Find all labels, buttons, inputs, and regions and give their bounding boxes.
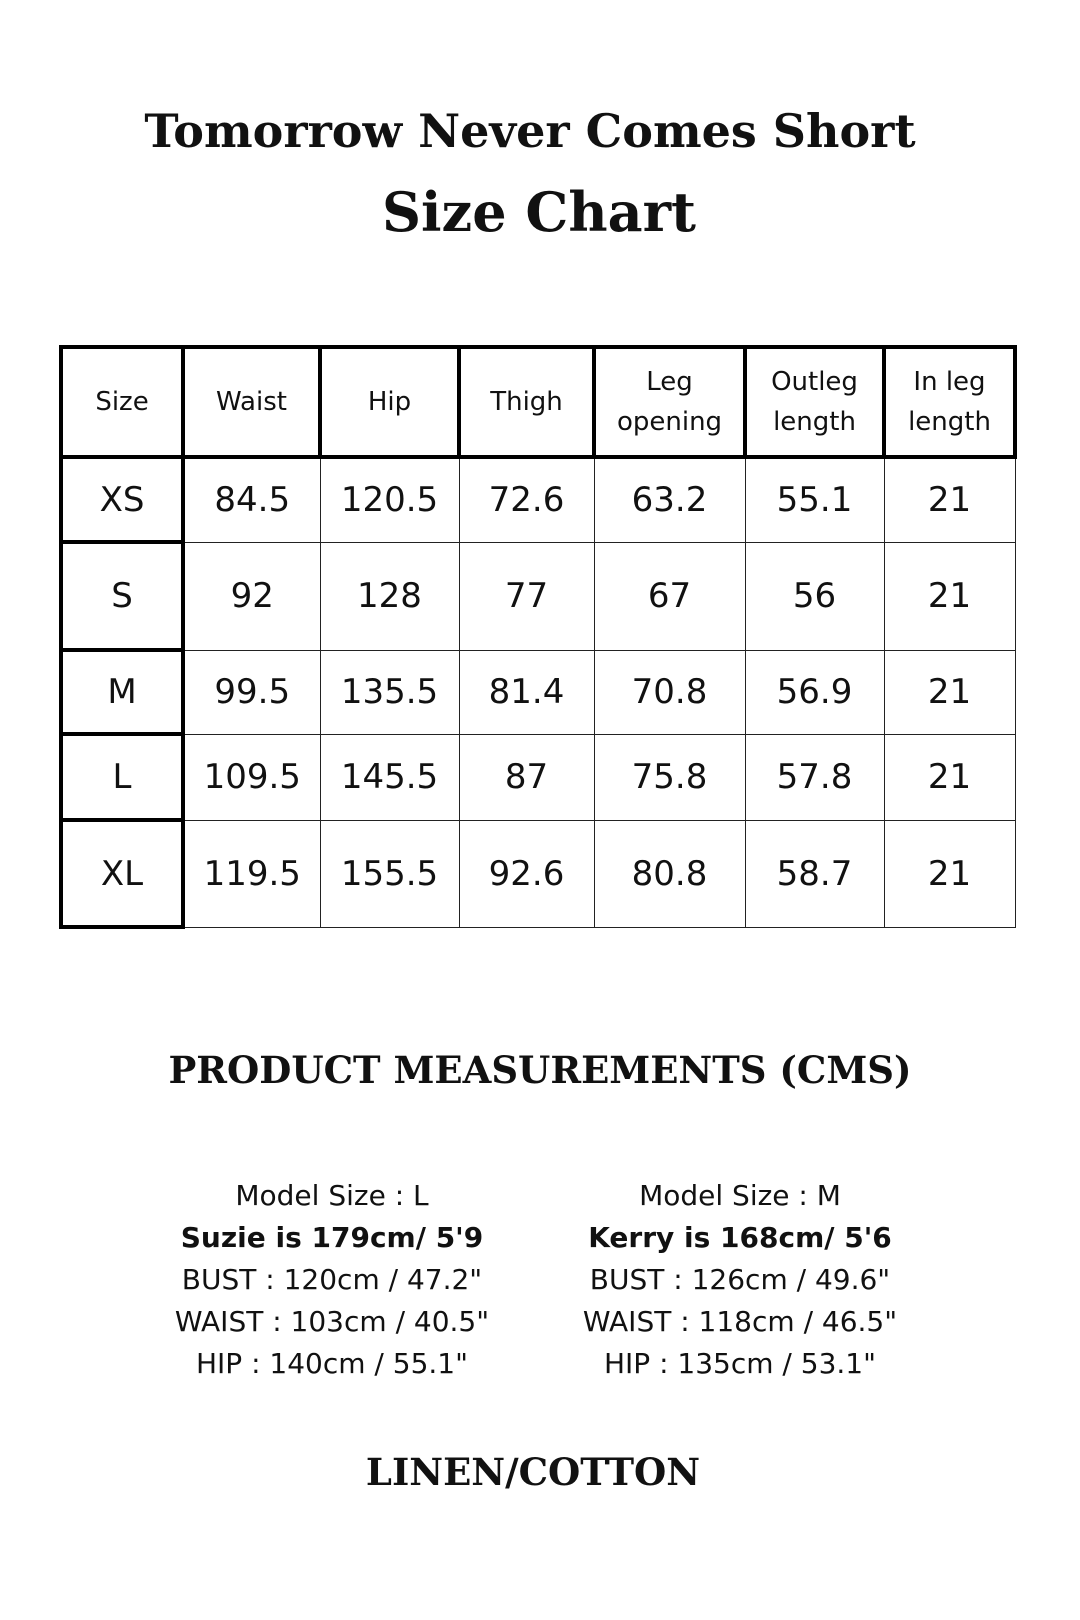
column-header-text: Leg [646, 367, 693, 397]
measurement-cell: 109.5 [182, 733, 321, 821]
column-header: Leg opening [592, 345, 747, 459]
model-waist: WAIST : 118cm / 46.5" [582, 1305, 898, 1338]
model-height: Suzie is 179cm/ 5'9 [180, 1221, 484, 1254]
column-header-text: length [908, 407, 991, 437]
measurement-cell: 155.5 [319, 819, 460, 928]
column-header-text: Waist [216, 387, 287, 417]
column-header: Size [59, 345, 185, 459]
column-header-text: Hip [367, 387, 412, 417]
measurement-cell: 21 [883, 456, 1016, 543]
column-header: Waist [181, 345, 322, 459]
model-info-right: Model Size : M Kerry is 168cm/ 5'6 BUST … [530, 1175, 950, 1385]
measurement-cell: 128 [319, 541, 460, 651]
column-header: Thigh [457, 345, 596, 459]
measurement-cell: 81.4 [458, 649, 595, 735]
table-row: M 99.5 135.5 81.4 70.8 56.9 21 [59, 648, 1016, 736]
table-row: L 109.5 145.5 87 75.8 57.8 21 [59, 732, 1016, 822]
model-hip: HIP : 140cm / 55.1" [195, 1347, 468, 1380]
product-title: Tomorrow Never Comes Short [144, 104, 916, 158]
measurement-cell: 135.5 [319, 649, 460, 735]
column-header-text: opening [616, 407, 723, 437]
model-bust: BUST : 120cm / 47.2" [181, 1263, 483, 1296]
model-info-left: Model Size : L Suzie is 179cm/ 5'9 BUST … [122, 1175, 542, 1385]
column-header: Hip [318, 345, 461, 459]
table-row: S 92 128 77 67 56 21 [59, 540, 1016, 652]
measurement-cell: 120.5 [319, 456, 460, 543]
measurement-cell: 21 [883, 649, 1016, 735]
model-height: Kerry is 168cm/ 5'6 [588, 1221, 892, 1254]
measurement-cell: 99.5 [182, 649, 321, 735]
size-cell: S [59, 540, 185, 652]
column-header-text: Size [95, 387, 149, 417]
measurement-cell: 21 [883, 541, 1016, 651]
measurement-cell: 72.6 [458, 456, 595, 543]
model-size: Model Size : L [235, 1179, 429, 1212]
measurement-cell: 63.2 [593, 456, 746, 543]
page-title: Size Chart [382, 180, 696, 244]
measurement-cell: 55.1 [744, 456, 885, 543]
measurement-cell: 77 [458, 541, 595, 651]
column-header-text: Thigh [490, 387, 563, 417]
measurement-cell: 57.8 [744, 733, 885, 821]
model-hip: HIP : 135cm / 53.1" [603, 1347, 876, 1380]
model-bust: BUST : 126cm / 49.6" [589, 1263, 891, 1296]
measurement-cell: 21 [883, 733, 1016, 821]
size-chart-table: Size Waist Hip Thigh Leg opening Outleg length I… [59, 345, 1017, 929]
measurement-cell: 92 [182, 541, 321, 651]
size-cell: M [59, 648, 185, 736]
measurement-cell: 70.8 [593, 649, 746, 735]
measurement-cell: 87 [458, 733, 595, 821]
column-header: In leg length [882, 345, 1017, 459]
measurement-cell: 80.8 [593, 819, 746, 928]
size-cell: L [59, 732, 185, 822]
model-waist: WAIST : 103cm / 40.5" [174, 1305, 490, 1338]
table-header-row: Size Waist Hip Thigh Leg opening Outleg length I… [59, 345, 1017, 459]
model-size: Model Size : M [639, 1179, 841, 1212]
table-row: XS 84.5 120.5 72.6 63.2 55.1 21 [59, 455, 1016, 544]
column-header-text: Outleg [771, 367, 858, 397]
measurements-heading: PRODUCT MEASUREMENTS (CMS) [168, 1048, 912, 1092]
size-cell: XS [59, 455, 185, 544]
measurement-cell: 56 [744, 541, 885, 651]
measurement-cell: 21 [883, 819, 1016, 928]
measurement-cell: 58.7 [744, 819, 885, 928]
table-row: XL 119.5 155.5 92.6 80.8 58.7 21 [59, 818, 1016, 929]
measurement-cell: 84.5 [182, 456, 321, 543]
measurement-cell: 92.6 [458, 819, 595, 928]
size-cell: XL [59, 818, 185, 929]
measurement-cell: 67 [593, 541, 746, 651]
fabric-label: LINEN/COTTON [365, 1450, 701, 1494]
measurement-cell: 119.5 [182, 819, 321, 928]
column-header: Outleg length [743, 345, 886, 459]
column-header-text: length [773, 407, 856, 437]
measurement-cell: 56.9 [744, 649, 885, 735]
measurement-cell: 145.5 [319, 733, 460, 821]
measurement-cell: 75.8 [593, 733, 746, 821]
column-header-text: In leg [913, 367, 986, 397]
